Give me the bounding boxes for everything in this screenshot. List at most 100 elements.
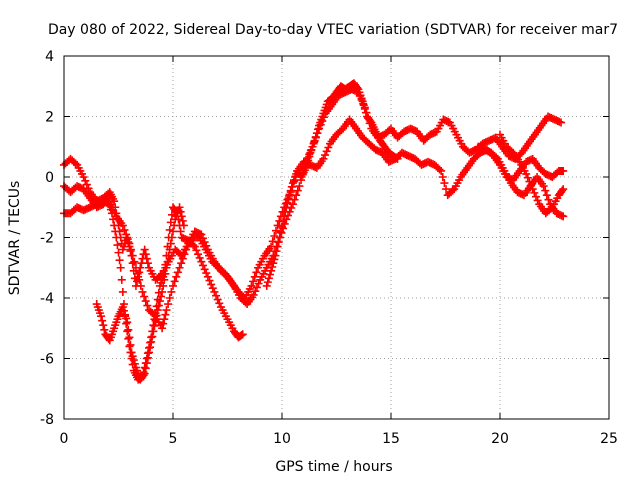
series-track-e (262, 79, 402, 290)
data-point (533, 196, 542, 205)
data-point (128, 352, 137, 361)
data-point (135, 275, 144, 284)
data-point (313, 125, 322, 134)
data-point (270, 255, 279, 264)
data-point (100, 325, 109, 334)
data-point (195, 253, 204, 262)
data-point (152, 311, 161, 320)
data-point (112, 233, 121, 242)
data-point (167, 287, 176, 296)
data-point (250, 272, 259, 281)
data-point (437, 166, 446, 175)
data-point (280, 212, 289, 221)
data-point (284, 194, 293, 203)
data-point (159, 319, 168, 328)
data-markers (60, 79, 568, 384)
data-point (163, 257, 172, 266)
data-point (276, 228, 285, 237)
data-point (303, 160, 312, 169)
data-point (175, 203, 184, 212)
data-point (82, 180, 91, 189)
data-point (126, 340, 135, 349)
data-point (146, 343, 155, 352)
data-point (353, 83, 362, 92)
data-point (544, 195, 553, 204)
data-point (165, 294, 174, 302)
series-track-a (60, 85, 566, 309)
x-tick-label: 5 (169, 431, 178, 447)
data-point (167, 210, 176, 219)
data-point (148, 332, 157, 341)
data-point (162, 306, 171, 315)
data-point (492, 153, 501, 162)
data-point (143, 301, 152, 310)
data-point (305, 152, 314, 161)
data-point (272, 247, 281, 256)
data-point (263, 278, 272, 287)
data-point (264, 274, 273, 283)
data-point (170, 221, 179, 230)
y-tick-label: -8 (40, 412, 54, 428)
data-point (138, 287, 147, 296)
data-point (304, 156, 313, 165)
data-point (523, 173, 532, 182)
data-point (215, 299, 224, 308)
data-point (531, 192, 540, 201)
data-point (170, 277, 179, 286)
data-point (210, 287, 219, 296)
data-point (161, 269, 170, 278)
data-point (189, 241, 198, 250)
data-point (153, 306, 162, 315)
data-point (110, 221, 119, 230)
data-point (151, 316, 160, 325)
data-point (539, 182, 548, 191)
data-point (252, 283, 261, 292)
data-point (272, 226, 281, 235)
y-axis-label: SDTVAR / TECUs (7, 181, 23, 296)
data-point (164, 251, 173, 260)
grid-lines (64, 56, 609, 419)
data-point (194, 250, 203, 259)
data-point (117, 275, 126, 284)
data-point (286, 186, 295, 195)
data-point (71, 159, 80, 168)
data-point (442, 185, 451, 194)
data-point (124, 325, 133, 334)
data-point (559, 166, 568, 175)
data-point (252, 268, 261, 277)
data-point (141, 297, 150, 306)
data-point (541, 186, 550, 195)
data-point (270, 231, 279, 240)
data-point (238, 330, 247, 339)
data-point (559, 185, 568, 194)
data-point (120, 225, 129, 234)
data-point (164, 300, 173, 309)
data-point (81, 176, 90, 185)
data-point (139, 371, 148, 380)
data-point (79, 173, 88, 181)
x-tick-label: 25 (600, 431, 618, 447)
data-point (557, 118, 566, 127)
data-point (197, 257, 206, 266)
data-point (128, 259, 137, 268)
chart-title: Day 080 of 2022, Sidereal Day-to-day VTE… (48, 22, 618, 38)
data-point (128, 251, 137, 260)
data-point (167, 233, 176, 242)
x-axis-label: GPS time / hours (275, 459, 392, 475)
y-tick-label: -6 (40, 352, 54, 368)
data-point (140, 245, 149, 254)
x-tick-label: 10 (273, 431, 291, 447)
data-point (180, 250, 189, 259)
data-point (118, 221, 127, 230)
data-point (145, 348, 154, 357)
data-point (111, 227, 120, 236)
data-point (278, 222, 286, 231)
data-point (123, 327, 132, 336)
data-point (142, 254, 151, 263)
data-point (157, 292, 166, 301)
data-point (322, 147, 331, 156)
data-point (530, 188, 539, 197)
data-point (125, 239, 134, 248)
data-point (360, 104, 369, 113)
